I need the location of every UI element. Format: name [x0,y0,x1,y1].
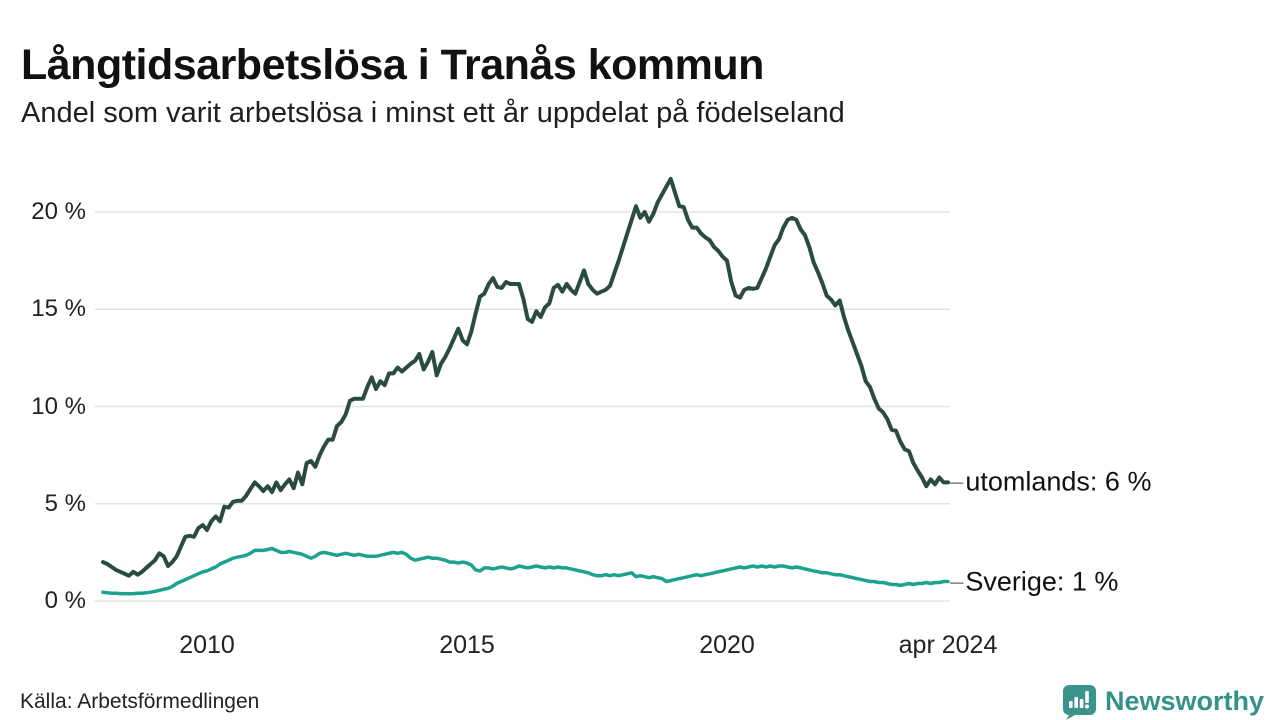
series-label-utomlands-text: utomlands: 6 % [965,466,1152,497]
y-tick-label: 20 % [31,198,86,225]
annotation-dash: – [950,468,964,495]
series-line-utomlands [101,176,950,578]
series-line-Sverige [101,546,950,596]
series-label-sverige-text: Sverige: 1 % [965,566,1119,597]
x-tick-label: 2010 [179,631,235,659]
y-tick-label: 15 % [31,295,86,323]
y-tick-label: 0 % [44,587,86,614]
y-tick-label: 5 % [44,489,86,517]
source-note: Källa: Arbetsförmedlingen [20,690,260,713]
newsworthy-icon [1062,684,1096,720]
brand-name: Newsworthy [1104,685,1264,716]
x-tick-label: 2020 [699,631,755,659]
chart-subtitle: Andel som varit arbetslösa i minst ett å… [21,97,845,129]
series-label-sverige: – Sverige: 1 % [950,567,1118,598]
series-label-utomlands: – utomlands: 6 % [950,467,1151,498]
page-title: Långtidsarbetslösa i Tranås kommun [21,40,764,89]
x-tick-label: 2015 [439,631,495,659]
y-tick-label: 10 % [31,392,86,420]
x-tick-label: apr 2024 [898,631,998,659]
brand-logo: Newsworthy [1061,682,1264,720]
annotation-dash: – [950,568,964,595]
